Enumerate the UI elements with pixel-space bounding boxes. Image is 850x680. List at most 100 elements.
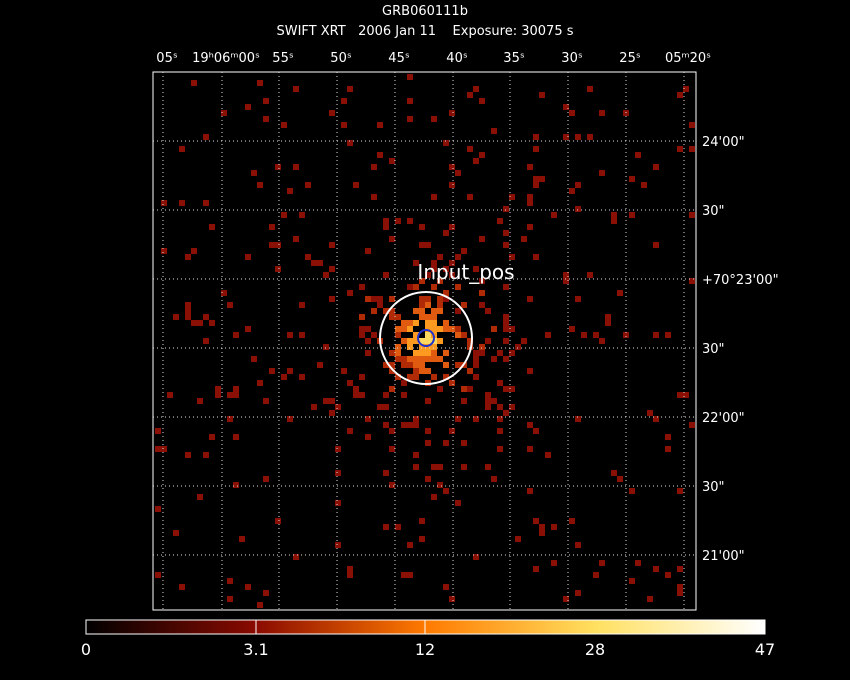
pixel: [491, 476, 497, 482]
pixel: [257, 602, 263, 608]
pixel: [155, 572, 161, 578]
pixel: [689, 146, 695, 152]
pixel: [437, 296, 443, 302]
pixel: [473, 362, 479, 368]
pixel: [563, 596, 569, 602]
pixel: [275, 518, 281, 524]
pixel: [413, 368, 419, 374]
pixel: [623, 332, 629, 338]
pixel: [269, 368, 275, 374]
pixel: [407, 542, 413, 548]
pixel: [233, 434, 239, 440]
pixel: [461, 248, 467, 254]
top-axis-label: 25ˢ: [619, 51, 641, 66]
pixel: [479, 350, 485, 356]
pixel: [155, 428, 161, 434]
pixel: [689, 212, 695, 218]
pixel: [665, 332, 671, 338]
pixel: [395, 524, 401, 530]
pixel: [443, 266, 449, 272]
pixel: [437, 356, 443, 362]
pixel: [401, 362, 407, 368]
pixel: [395, 374, 401, 380]
pixel: [455, 326, 461, 332]
pixel: [449, 224, 455, 230]
pixel: [575, 590, 581, 596]
pixel: [503, 326, 509, 332]
pixel: [449, 110, 455, 116]
pixel: [359, 332, 365, 338]
pixel: [377, 296, 383, 302]
pixel: [341, 368, 347, 374]
pixel: [431, 116, 437, 122]
pixel: [611, 212, 617, 218]
pixel: [431, 194, 437, 200]
pixel: [569, 326, 575, 332]
pixel: [407, 74, 413, 80]
pixel: [605, 320, 611, 326]
pixel: [251, 356, 257, 362]
pixel: [527, 422, 533, 428]
pixel: [587, 134, 593, 140]
pixel: [539, 92, 545, 98]
pixel: [401, 380, 407, 386]
pixel: [293, 554, 299, 560]
pixel: [389, 236, 395, 242]
pixel: [167, 392, 173, 398]
pixel: [485, 398, 491, 404]
pixel: [425, 368, 431, 374]
pixel: [365, 338, 371, 344]
pixel: [533, 182, 539, 188]
pixel: [473, 266, 479, 272]
pixel: [407, 98, 413, 104]
pixel: [437, 302, 443, 308]
pixel: [479, 302, 485, 308]
pixel: [527, 194, 533, 200]
pixel: [503, 206, 509, 212]
pixel: [425, 272, 431, 278]
pixel: [677, 146, 683, 152]
pixel: [347, 572, 353, 578]
pixel: [467, 338, 473, 344]
pixel: [425, 476, 431, 482]
pixel: [401, 422, 407, 428]
pixel: [413, 374, 419, 380]
pixel: [605, 314, 611, 320]
pixel: [473, 554, 479, 560]
pixel: [383, 272, 389, 278]
pixel: [491, 128, 497, 134]
top-axis-label: 40ˢ: [446, 51, 468, 66]
pixel: [419, 518, 425, 524]
top-axis-label: 35ˢ: [503, 51, 525, 66]
pixel: [389, 350, 395, 356]
pixel: [431, 464, 437, 470]
pixel: [689, 122, 695, 128]
pixel: [335, 542, 341, 548]
pixel: [419, 362, 425, 368]
pixel: [545, 332, 551, 338]
pixel: [401, 356, 407, 362]
pixel: [299, 212, 305, 218]
pixel: [449, 380, 455, 386]
pixel: [173, 314, 179, 320]
pixel: [233, 386, 239, 392]
pixel: [443, 320, 449, 326]
pixel: [233, 392, 239, 398]
pixel: [329, 296, 335, 302]
pixel: [575, 296, 581, 302]
pixel: [395, 314, 401, 320]
pixel: [617, 290, 623, 296]
right-axis-label: 22'00": [702, 411, 745, 426]
pixel: [251, 170, 257, 176]
pixel: [425, 440, 431, 446]
pixel: [665, 434, 671, 440]
pixel: [497, 416, 503, 422]
pixel: [287, 332, 293, 338]
pixel: [191, 320, 197, 326]
pixel: [413, 362, 419, 368]
pixel: [407, 374, 413, 380]
pixel: [551, 524, 557, 530]
pixel: [371, 296, 377, 302]
pixel: [413, 308, 419, 314]
